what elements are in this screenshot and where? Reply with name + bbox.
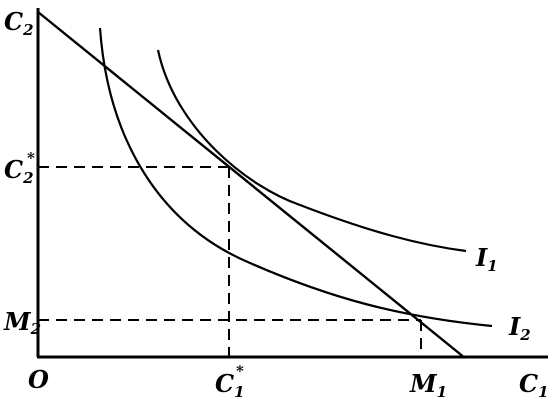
indifference-curve-i1: [156, 49, 467, 253]
label-c2-star: C2: [4, 155, 34, 187]
label-c1: C1: [519, 369, 549, 401]
indifference-curve-i2: [98, 27, 493, 328]
budget-line: [37, 11, 466, 359]
label-c2: C2: [4, 7, 34, 39]
label-i2: I2: [508, 312, 531, 344]
label-origin: O: [28, 365, 49, 394]
label-i1: I1: [475, 243, 498, 275]
label-m1: M1: [409, 369, 447, 401]
label-c2-star-mark: *: [27, 149, 35, 167]
label-c1-star: C1: [215, 369, 245, 401]
label-m2: M2: [3, 307, 41, 338]
label-c1-star-mark: *: [236, 362, 244, 380]
